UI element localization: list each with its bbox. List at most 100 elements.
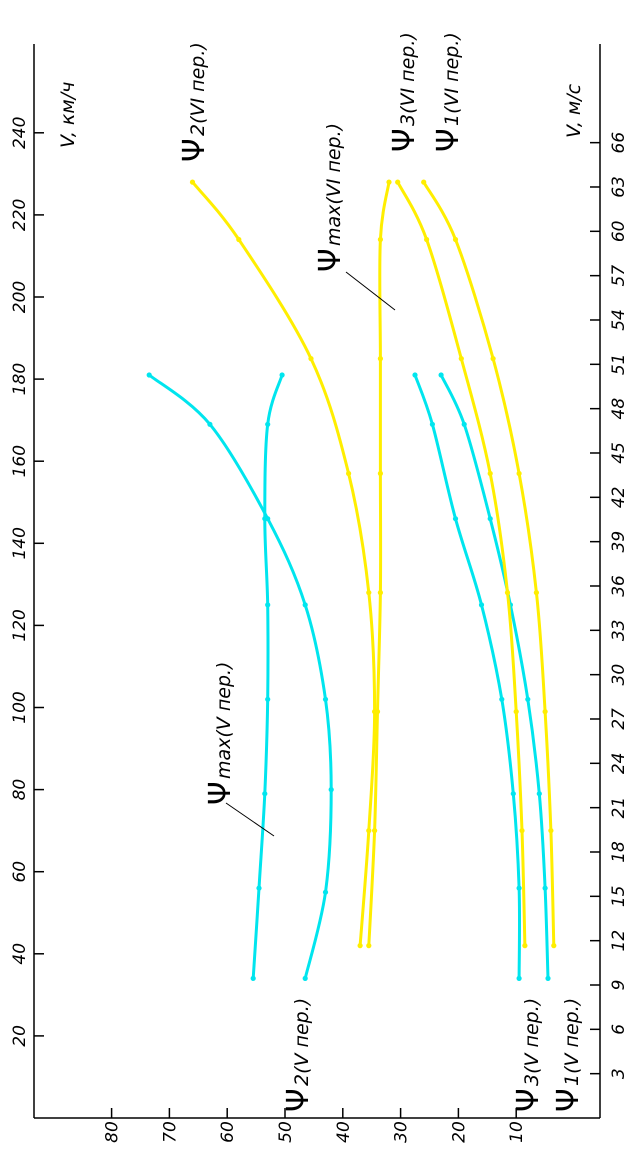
series-line-0 [148, 373, 333, 979]
label-psi2-V-text: 2(V пер.) [291, 998, 313, 1086]
leader-psimax-VI [345, 271, 396, 311]
series-point [516, 885, 522, 891]
series-point [461, 421, 467, 427]
series-point [504, 590, 511, 596]
series-point [542, 709, 548, 715]
ms-tick-label: 39 [609, 531, 627, 553]
kmh-tick-label: 240 [10, 117, 30, 149]
series-point [236, 236, 242, 243]
label-psi3-V: Ψ 3(V пер.) [511, 998, 546, 1112]
series-point [510, 791, 516, 797]
series-point [256, 885, 262, 891]
kmh-tick-group: 20 40 60 80 100 120 140 160 180 200 220 240 [10, 117, 44, 1047]
series-point [207, 421, 213, 427]
series-point [424, 236, 430, 243]
ms-tick-label: 66 [609, 132, 627, 154]
series-point [395, 179, 401, 185]
label-psimax-VI: Ψ max(VI пер.) [313, 123, 348, 272]
series-point [189, 179, 196, 185]
series-line-7 [422, 181, 556, 946]
series-point [366, 590, 372, 596]
psi-tick-label: 80 [103, 1121, 123, 1143]
series-point [308, 356, 314, 362]
ms-tick-label: 48 [609, 398, 627, 420]
series-point [357, 943, 363, 949]
series-point [487, 516, 493, 522]
series-point [548, 828, 554, 834]
series-point [490, 356, 496, 362]
series-point [525, 696, 531, 702]
kmh-tick-label: 120 [10, 609, 30, 641]
kmh-tick-label: 180 [10, 363, 30, 395]
psi-symbol: Ψ [551, 1088, 586, 1112]
series-point [386, 179, 392, 185]
label-psi3-V-text: 3(V пер.) [521, 998, 543, 1086]
label-psi1-V: Ψ 1(V пер.) [551, 998, 586, 1112]
series-point [328, 787, 334, 793]
series-point [516, 975, 522, 982]
psi-symbol: Ψ [431, 128, 466, 152]
kmh-tick-label: 200 [10, 281, 30, 313]
series-point [429, 421, 435, 427]
label-psi1-VI: Ψ 1(VI пер.) [431, 32, 466, 152]
ms-tick-label: 21 [609, 797, 627, 819]
ms-tick-label: 30 [609, 664, 627, 686]
series-line-4 [191, 181, 377, 946]
series-point [265, 696, 271, 702]
series-point [322, 889, 329, 895]
label-psi1-V-text: 1(V пер.) [561, 998, 583, 1086]
series-point [322, 696, 329, 702]
series-point [377, 470, 383, 477]
kmh-tick-label: 140 [10, 527, 30, 559]
series-point [302, 975, 308, 982]
ms-tick-group: 3691215182124273033363942454851545760636… [590, 44, 627, 1118]
ms-tick-label: 6 [609, 1024, 627, 1035]
series-point [452, 236, 459, 243]
psi-tick-label: 40 [334, 1121, 354, 1143]
kmh-tick-label: 220 [10, 199, 30, 231]
label-psimax-V: Ψ max(V пер.) [203, 662, 238, 805]
ms-tick-label: 45 [609, 442, 627, 464]
series-point [478, 602, 485, 608]
ms-tick-label: 63 [609, 176, 627, 198]
label-psi3-VI: Ψ 3(VI пер.) [387, 32, 422, 152]
kmh-tick-label: 100 [10, 691, 30, 723]
psi-symbol: Ψ [281, 1088, 316, 1112]
series-line-2 [413, 374, 522, 979]
series-line-6 [396, 181, 527, 946]
leader-psimax-V [225, 802, 275, 837]
series-point [265, 421, 271, 427]
series-layer [146, 179, 557, 982]
psi-symbol: Ψ [313, 248, 348, 272]
series-point [250, 975, 256, 982]
label-psi1-VI-text: 1(VI пер.) [441, 32, 463, 126]
series-point [374, 709, 381, 715]
series-line-5 [367, 181, 391, 946]
series-point [377, 356, 383, 362]
ms-tick-label: 3 [609, 1068, 627, 1079]
series-point [458, 356, 464, 362]
ms-tick-label: 15 [609, 886, 627, 908]
label-psimax-VI-text: max(VI пер.) [323, 123, 345, 246]
ms-tick-label: 42 [609, 487, 627, 509]
kmh-axis-label: V, км/ч [57, 82, 79, 148]
kmh-tick-label: 160 [10, 445, 30, 477]
series-point [262, 516, 268, 522]
series-point [377, 236, 383, 243]
psi-tick-group: 10 20 30 40 50 60 70 80 [103, 1108, 527, 1143]
label-psi2-VI-text: 2(VI пер.) [187, 42, 209, 136]
series-point [542, 885, 548, 891]
ms-tick-label: 57 [609, 265, 627, 287]
label-psimax-V-text: max(V пер.) [213, 662, 235, 779]
ms-tick-label: 51 [609, 354, 627, 376]
ms-tick-label: 33 [609, 620, 627, 642]
psi-tick-label: 30 [392, 1121, 412, 1143]
psi-tick-label: 10 [507, 1121, 527, 1143]
series-point [372, 828, 378, 834]
series-point [513, 709, 519, 715]
ms-axis-label: V, м/с [563, 83, 585, 138]
label-psi3-VI-text: 3(VI пер.) [397, 32, 419, 126]
label-psi2-V: Ψ 2(V пер.) [281, 998, 316, 1112]
series-point [265, 602, 271, 608]
psi-tick-label: 20 [449, 1121, 469, 1143]
